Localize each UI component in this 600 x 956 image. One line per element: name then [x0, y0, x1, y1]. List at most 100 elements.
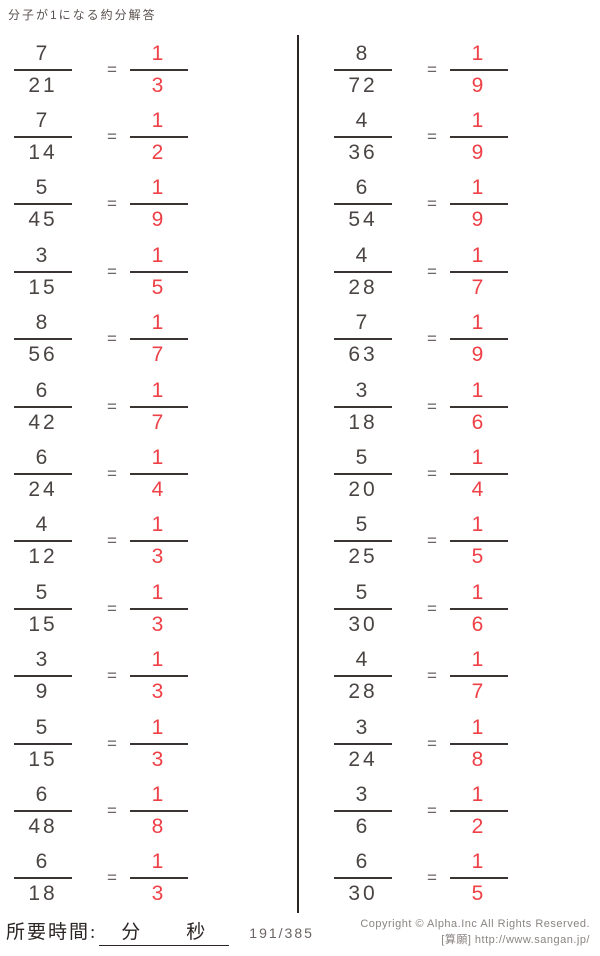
- denominator: 48: [14, 809, 72, 839]
- answer-fraction: 1 3: [130, 581, 188, 637]
- equals-sign: =: [427, 800, 437, 820]
- equals-sign: =: [427, 531, 437, 551]
- denominator: 14: [14, 136, 72, 165]
- problem-fraction: 3 9: [14, 648, 72, 704]
- equals-sign: =: [427, 868, 437, 888]
- denominator: 18: [14, 877, 72, 906]
- answer-denominator: 4: [130, 473, 188, 502]
- numerator: 3: [355, 715, 371, 739]
- numerator: 6: [355, 850, 371, 874]
- answer-denominator: 3: [130, 540, 188, 569]
- equals-sign: =: [107, 464, 117, 484]
- answer-denominator: 7: [130, 405, 188, 435]
- problem-row: 3 6 = 1 2: [300, 777, 600, 844]
- answer-numerator: 1: [471, 311, 487, 335]
- answer-numerator: 1: [151, 446, 167, 470]
- problem-row: 7 14 = 1 2: [0, 103, 297, 170]
- problem-fraction: 5 45: [14, 176, 72, 232]
- answer-fraction: 1 9: [130, 176, 188, 232]
- problem-fraction: 6 42: [14, 379, 72, 435]
- answer-fraction: 1 2: [450, 783, 508, 839]
- answer-denominator: 5: [450, 877, 508, 906]
- denominator: 15: [14, 270, 72, 300]
- problem-row: 5 25 = 1 5: [300, 508, 600, 575]
- answer-numerator: 1: [151, 243, 167, 267]
- answer-fraction: 1 7: [450, 648, 508, 704]
- denominator: 15: [14, 607, 72, 637]
- copyright-line: Copyright © Alpha.Inc All Rights Reserve…: [360, 918, 590, 931]
- numerator: 5: [355, 580, 371, 604]
- answer-numerator: 1: [471, 41, 487, 65]
- problem-row: 7 21 = 1 3: [0, 36, 297, 103]
- problem-fraction: 3 18: [334, 379, 392, 435]
- problem-fraction: 5 25: [334, 513, 392, 569]
- problem-row: 5 15 = 1 3: [0, 575, 297, 642]
- answer-fraction: 1 7: [130, 311, 188, 367]
- copyright-block: Copyright © Alpha.Inc All Rights Reserve…: [360, 917, 590, 948]
- problem-row: 5 45 = 1 9: [0, 171, 297, 238]
- equals-sign: =: [427, 261, 437, 281]
- equals-sign: =: [107, 800, 117, 820]
- problem-fraction: 8 72: [334, 42, 392, 98]
- equals-sign: =: [427, 733, 437, 753]
- denominator: 56: [14, 338, 72, 367]
- answer-numerator: 1: [151, 109, 167, 133]
- column-divider: [297, 35, 299, 913]
- answer-numerator: 1: [471, 446, 487, 470]
- problem-row: 5 30 = 1 6: [300, 575, 600, 642]
- numerator: 3: [355, 378, 371, 402]
- answer-fraction: 1 8: [130, 783, 188, 839]
- problem-fraction: 6 30: [334, 850, 392, 906]
- answer-numerator: 1: [471, 513, 487, 537]
- numerator: 5: [35, 580, 51, 604]
- problem-fraction: 4 28: [334, 244, 392, 300]
- equals-sign: =: [107, 329, 117, 349]
- answer-fraction: 1 3: [130, 42, 188, 98]
- equals-sign: =: [427, 127, 437, 147]
- answer-denominator: 2: [130, 136, 188, 165]
- problem-row: 4 12 = 1 3: [0, 508, 297, 575]
- answer-denominator: 3: [130, 68, 188, 98]
- problem-row: 3 24 = 1 8: [300, 710, 600, 777]
- problem-row: 8 56 = 1 7: [0, 306, 297, 373]
- answer-denominator: 8: [450, 742, 508, 772]
- answer-denominator: 7: [130, 338, 188, 367]
- equals-sign: =: [427, 666, 437, 686]
- equals-sign: =: [427, 396, 437, 416]
- numerator: 3: [355, 782, 371, 806]
- numerator: 5: [355, 513, 371, 537]
- answer-fraction: 1 4: [130, 446, 188, 502]
- site-link: [算願] http://www.sangan.jp/: [441, 933, 590, 946]
- denominator: 28: [334, 675, 392, 704]
- numerator: 6: [35, 782, 51, 806]
- answer-denominator: 9: [450, 203, 508, 232]
- answer-fraction: 1 5: [450, 850, 508, 906]
- answer-fraction: 1 9: [450, 311, 508, 367]
- time-blank-line: 分秒: [99, 917, 230, 946]
- answer-fraction: 1 3: [130, 513, 188, 569]
- page-number: 191/385: [249, 925, 314, 941]
- answer-fraction: 1 3: [130, 850, 188, 906]
- problem-fraction: 6 48: [14, 783, 72, 839]
- answer-numerator: 1: [471, 715, 487, 739]
- answer-denominator: 6: [450, 405, 508, 435]
- denominator: 72: [334, 68, 392, 98]
- equals-sign: =: [427, 329, 437, 349]
- numerator: 4: [355, 109, 371, 133]
- problem-row: 3 18 = 1 6: [300, 373, 600, 440]
- answer-denominator: 6: [450, 607, 508, 637]
- denominator: 30: [334, 607, 392, 637]
- time-required-label: 所要時間:: [6, 922, 98, 943]
- equals-sign: =: [107, 666, 117, 686]
- problem-fraction: 4 36: [334, 109, 392, 165]
- answer-denominator: 9: [450, 338, 508, 367]
- answer-numerator: 1: [151, 580, 167, 604]
- answer-numerator: 1: [471, 109, 487, 133]
- problem-fraction: 7 63: [334, 311, 392, 367]
- numerator: 6: [35, 378, 51, 402]
- numerator: 4: [355, 243, 371, 267]
- seconds-label: 秒: [186, 922, 208, 943]
- problem-fraction: 8 56: [14, 311, 72, 367]
- answer-denominator: 5: [450, 540, 508, 569]
- answer-numerator: 1: [471, 176, 487, 200]
